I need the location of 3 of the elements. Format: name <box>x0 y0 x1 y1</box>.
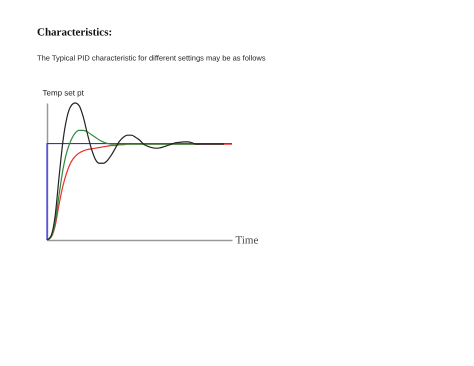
chart-title: Characteristics: <box>37 26 112 38</box>
y-axis-title: Temp set pt <box>42 88 85 98</box>
x-axis-title: Time <box>236 234 258 246</box>
